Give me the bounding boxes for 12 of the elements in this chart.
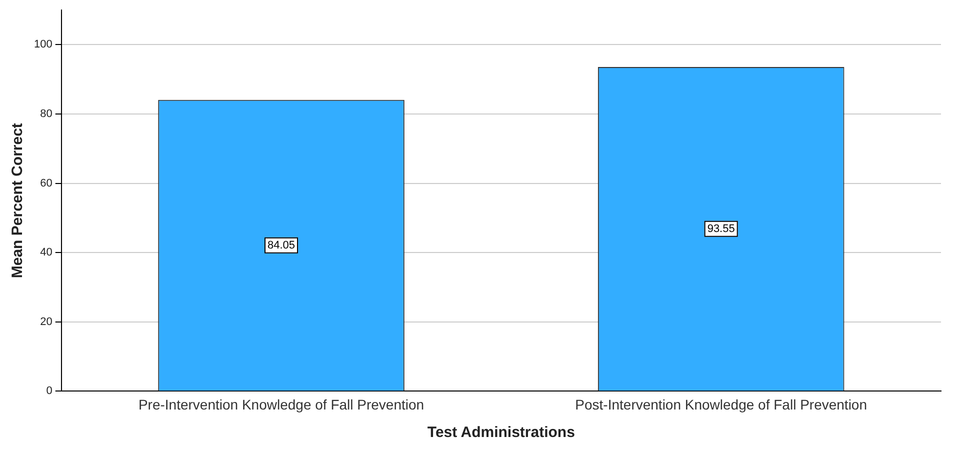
x-axis-title: Test Administrations: [427, 424, 575, 442]
y-tick-label: 60: [40, 177, 52, 190]
y-tick-label: 100: [34, 38, 52, 51]
y-tick-label: 20: [40, 316, 52, 328]
y-tick-label: 0: [46, 385, 52, 398]
y-tick-label: 80: [40, 108, 52, 120]
data-label: 84.05: [268, 239, 296, 252]
data-label: 93.55: [707, 222, 735, 235]
y-axis-title: Mean Percent Correct: [9, 123, 26, 278]
y-tick-label: 40: [40, 246, 52, 259]
x-tick-label: Pre-Intervention Knowledge of Fall Prevention: [138, 396, 424, 412]
x-tick-label: Post-Intervention Knowledge of Fall Prevention: [575, 396, 868, 412]
